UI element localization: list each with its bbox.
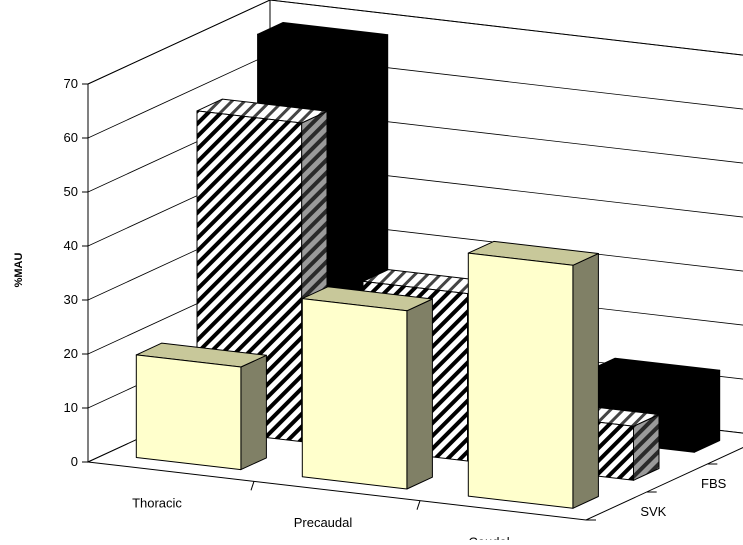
bar-side-face	[693, 369, 721, 453]
bar-front-face	[301, 298, 408, 490]
y-tick-label: 20	[64, 346, 78, 361]
bar-side-face	[406, 298, 433, 490]
y-tick-label: 50	[64, 184, 78, 199]
y-tick-label: 40	[64, 238, 78, 253]
bars-layer	[135, 22, 721, 509]
bar-svk-precaudal	[301, 286, 433, 490]
bar-side-face	[240, 354, 267, 471]
x-tick	[416, 500, 421, 510]
y-tick-label: 0	[71, 454, 78, 469]
bar-side-face	[572, 253, 599, 509]
axes-layer	[82, 83, 718, 521]
category-label-precaudal: Precaudal	[294, 515, 353, 530]
series-label-svk: SVK	[640, 504, 666, 519]
bar-svk-thoracic	[135, 342, 267, 471]
gridline	[87, 0, 743, 85]
series-label-fbs: FBS	[701, 476, 727, 491]
y-tick-label: 70	[64, 76, 78, 91]
y-tick-label: 30	[64, 292, 78, 307]
bar-front-face	[467, 252, 574, 509]
category-label-thoracic: Thoracic	[132, 496, 182, 511]
x-tick	[250, 481, 255, 491]
y-tick-label: 60	[64, 130, 78, 145]
y-axis-title: %MAU	[13, 253, 25, 288]
bar-front-face	[135, 354, 242, 471]
y-tick-label: 10	[64, 400, 78, 415]
category-label-caudal: Caudal	[468, 534, 509, 540]
bar-svk-caudal	[467, 240, 599, 509]
